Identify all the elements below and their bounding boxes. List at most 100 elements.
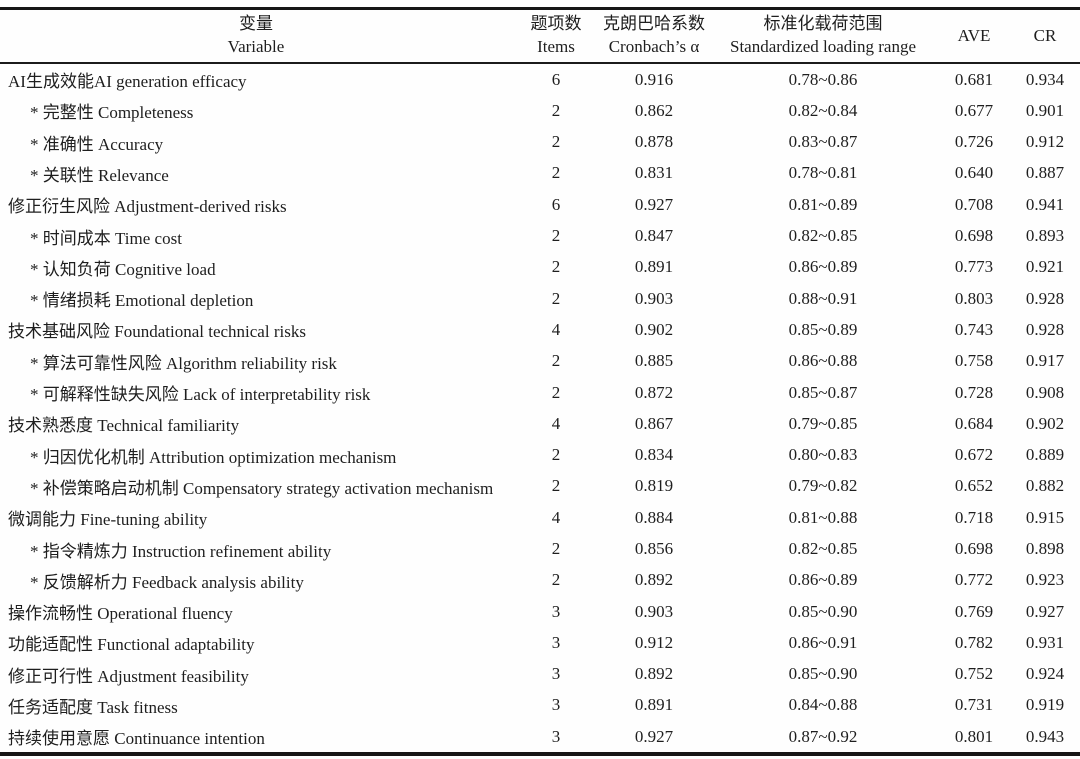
items-cell: 4: [551, 413, 561, 433]
ave-cell: 0.718: [954, 507, 994, 527]
variable-cell: AI生成效能AI generation efficacy: [8, 72, 247, 92]
loading-range-cell: 0.82~0.84: [788, 100, 858, 120]
loading-range-cell: 0.84~0.88: [788, 695, 858, 715]
items-header-en: Items: [537, 37, 575, 57]
loading-range-cell: 0.85~0.87: [788, 382, 858, 402]
cronbach-alpha-cell: 0.892: [634, 570, 674, 590]
ave-cell: 0.773: [954, 257, 994, 277]
reliability-validity-table: 变量 Variable 题项数 Items 克朗巴哈系数 Cronbach’s …: [0, 7, 1080, 757]
items-cell: 4: [551, 319, 561, 339]
loading-range-cell: 0.86~0.89: [788, 257, 858, 277]
cr-cell: 0.931: [1025, 632, 1065, 652]
column-header-loading-range: 标准化载荷范围 Standardized loading range: [708, 8, 938, 64]
table-row: 修正可行性 Adjustment feasibility 3 0.892 0.8…: [0, 659, 1080, 690]
cr-cell: 0.934: [1025, 69, 1065, 89]
loading-range-cell: 0.82~0.85: [788, 539, 858, 558]
variable-cell: * 指令精炼力 Instruction refinement ability: [30, 541, 332, 561]
cronbach-alpha-cell: 0.903: [634, 288, 674, 308]
ave-cell: 0.684: [954, 413, 994, 433]
table-row: 任务适配度 Task fitness 3 0.891 0.84~0.88 0.7…: [0, 690, 1080, 721]
items-cell: 2: [551, 382, 561, 402]
loading-header-zh: 标准化载荷范围: [763, 14, 883, 33]
variable-cell: 持续使用意愿 Continuance intention: [8, 729, 265, 749]
cr-cell: 0.924: [1025, 664, 1065, 684]
items-cell: 6: [551, 194, 561, 214]
table-row: 功能适配性 Functional adaptability 3 0.912 0.…: [0, 627, 1080, 658]
ave-cell: 0.801: [954, 726, 994, 746]
items-cell: 2: [551, 445, 561, 465]
cr-cell: 0.921: [1025, 257, 1065, 277]
cronbach-alpha-cell: 0.885: [634, 351, 674, 371]
ave-cell: 0.731: [954, 695, 994, 715]
loading-range-cell: 0.80~0.83: [788, 445, 858, 465]
table-row: * 认知负荷 Cognitive load 2 0.891 0.86~0.89 …: [0, 252, 1080, 283]
table-row: * 关联性 Relevance 2 0.831 0.78~0.81 0.640 …: [0, 158, 1080, 189]
variable-cell: * 可解释性缺失风险 Lack of interpretability risk: [30, 385, 371, 405]
column-header-items: 题项数 Items: [512, 8, 600, 64]
ave-cell: 0.758: [954, 351, 994, 371]
table-row: 修正衍生风险 Adjustment-derived risks 6 0.927 …: [0, 189, 1080, 220]
variable-cell: 修正衍生风险 Adjustment-derived risks: [8, 197, 287, 217]
table-row: * 情绪损耗 Emotional depletion 2 0.903 0.88~…: [0, 283, 1080, 314]
table-row: * 时间成本 Time cost 2 0.847 0.82~0.85 0.698…: [0, 220, 1080, 251]
variable-cell: 修正可行性 Adjustment feasibility: [8, 666, 249, 686]
cr-cell: 0.917: [1025, 351, 1065, 371]
items-cell: 3: [551, 664, 561, 684]
ave-cell: 0.672: [954, 445, 994, 465]
loading-range-cell: 0.86~0.89: [788, 570, 858, 590]
cr-cell: 0.901: [1025, 100, 1065, 120]
loading-range-cell: 0.78~0.86: [788, 69, 858, 89]
items-cell: 2: [551, 226, 561, 246]
loading-range-cell: 0.83~0.87: [788, 132, 858, 152]
variable-cell: * 时间成本 Time cost: [30, 228, 182, 248]
cronbach-alpha-cell: 0.862: [634, 100, 674, 120]
ave-cell: 0.681: [954, 69, 994, 89]
loading-range-cell: 0.85~0.90: [788, 664, 858, 684]
variable-cell: 技术基础风险 Foundational technical risks: [8, 322, 306, 342]
ave-cell: 0.769: [954, 601, 994, 621]
cronbach-alpha-cell: 0.872: [634, 382, 674, 402]
cronbach-alpha-cell: 0.891: [634, 695, 674, 715]
cr-cell: 0.908: [1025, 382, 1065, 402]
ave-cell: 0.772: [954, 570, 994, 590]
variable-cell: 任务适配度 Task fitness: [8, 697, 178, 717]
items-cell: 2: [551, 100, 561, 120]
loading-range-cell: 0.87~0.92: [788, 726, 858, 746]
cr-cell: 0.923: [1025, 570, 1065, 590]
items-cell: 3: [551, 726, 561, 746]
cr-cell: 0.887: [1025, 163, 1065, 183]
cr-cell: 0.915: [1025, 507, 1065, 527]
variable-cell: 操作流畅性 Operational fluency: [8, 604, 233, 624]
items-cell: 2: [551, 132, 561, 152]
cr-cell: 0.889: [1025, 445, 1065, 465]
cronbach-header-zh: 克朗巴哈系数: [603, 14, 705, 33]
cr-cell: 0.898: [1025, 539, 1065, 558]
variable-cell: 功能适配性 Functional adaptability: [8, 635, 255, 655]
items-cell: 2: [551, 570, 561, 590]
cronbach-alpha-cell: 0.856: [634, 539, 674, 558]
cronbach-alpha-cell: 0.927: [634, 194, 674, 214]
cr-cell: 0.928: [1025, 288, 1065, 308]
items-cell: 2: [551, 257, 561, 277]
table-row: * 完整性 Completeness 2 0.862 0.82~0.84 0.6…: [0, 95, 1080, 126]
table-row: 微调能力 Fine-tuning ability 4 0.884 0.81~0.…: [0, 502, 1080, 533]
column-header-cr: CR: [1010, 8, 1080, 64]
table-row: 技术基础风险 Foundational technical risks 4 0.…: [0, 314, 1080, 345]
items-cell: 2: [551, 163, 561, 183]
variable-cell: * 关联性 Relevance: [30, 165, 169, 185]
table-row: 技术熟悉度 Technical familiarity 4 0.867 0.79…: [0, 408, 1080, 439]
cr-cell: 0.927: [1025, 601, 1065, 621]
ave-cell: 0.743: [954, 319, 994, 339]
items-cell: 2: [551, 288, 561, 308]
table-row: * 反馈解析力 Feedback analysis ability 2 0.89…: [0, 565, 1080, 596]
ave-cell: 0.652: [954, 476, 994, 496]
ave-cell: 0.677: [954, 100, 994, 120]
column-header-variable: 变量 Variable: [0, 8, 512, 64]
variable-cell: * 认知负荷 Cognitive load: [30, 259, 216, 279]
items-cell: 4: [551, 507, 561, 527]
cronbach-header-en: Cronbach’s α: [608, 37, 700, 57]
variable-cell: * 准确性 Accuracy: [30, 134, 164, 154]
ave-cell: 0.640: [954, 163, 994, 183]
variable-cell: * 补偿策略启动机制 Compensatory strategy activat…: [30, 478, 494, 498]
